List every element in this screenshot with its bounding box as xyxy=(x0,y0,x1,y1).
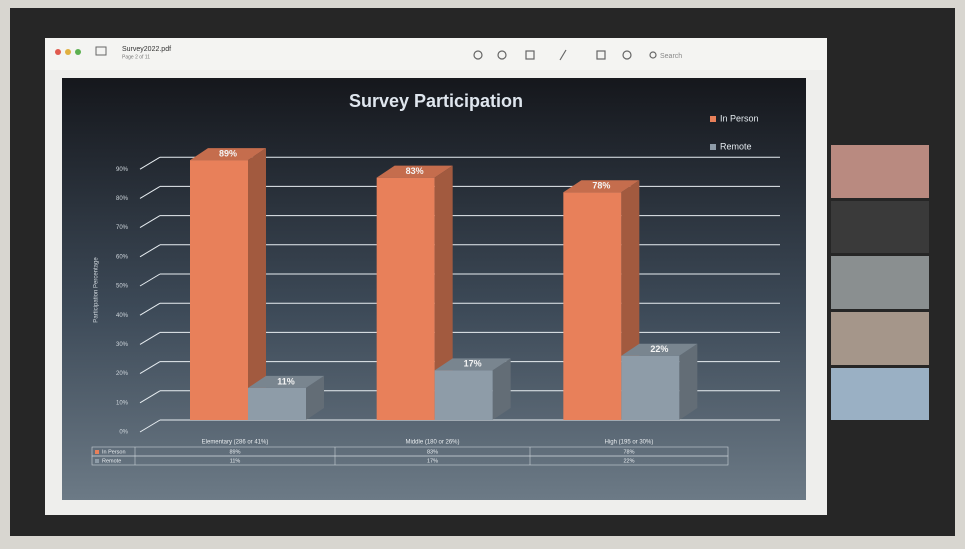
data-label: 17% xyxy=(464,359,482,369)
y-tick-label: 90% xyxy=(116,167,129,173)
chart-title: Survey Participation xyxy=(349,91,523,111)
table-series: Remote xyxy=(102,458,121,464)
zoom-button[interactable] xyxy=(75,49,81,55)
y-tick-label: 10% xyxy=(116,400,129,406)
legend-label: Remote xyxy=(720,141,752,151)
search-field[interactable]: Search xyxy=(660,53,682,60)
file-name: Survey2022.pdf xyxy=(122,46,171,53)
data-label: 11% xyxy=(277,376,295,386)
table-category: Elementary (286 or 41%) xyxy=(202,440,269,446)
y-tick-label: 80% xyxy=(116,196,129,202)
bar xyxy=(563,192,621,420)
bar xyxy=(248,388,306,420)
bar-side xyxy=(679,344,697,420)
bar xyxy=(190,160,248,420)
y-tick-label: 70% xyxy=(116,225,129,231)
legend-label: In Person xyxy=(720,113,759,123)
participant-video[interactable] xyxy=(831,312,929,365)
close-button[interactable] xyxy=(55,49,61,55)
table-cell: 78% xyxy=(623,449,634,455)
bar xyxy=(621,356,679,420)
data-label: 78% xyxy=(592,181,610,191)
data-label: 83% xyxy=(406,166,424,176)
bar xyxy=(435,370,493,420)
y-axis-label: Participation Percentage xyxy=(94,257,100,323)
y-tick-label: 30% xyxy=(116,342,129,348)
table-cell: 11% xyxy=(230,458,241,464)
y-tick-label: 0% xyxy=(119,430,128,436)
bar xyxy=(377,178,435,420)
legend-swatch xyxy=(710,116,716,122)
participant-video[interactable] xyxy=(831,256,929,309)
table-category: Middle (180 or 26%) xyxy=(405,440,459,446)
table-swatch xyxy=(95,459,99,463)
y-tick-label: 40% xyxy=(116,313,129,319)
table-category: High (195 or 30%) xyxy=(605,440,654,446)
y-tick-label: 20% xyxy=(116,371,129,377)
table-series: In Person xyxy=(102,449,126,455)
screen: Survey2022.pdf Page 2 of 11 Search Surve… xyxy=(0,0,965,544)
page-info: Page 2 of 11 xyxy=(122,54,150,60)
title-bar xyxy=(45,38,827,70)
table-swatch xyxy=(95,450,99,454)
participant-video[interactable] xyxy=(831,368,929,420)
table-cell: 83% xyxy=(427,449,438,455)
data-label: 89% xyxy=(219,148,237,158)
legend-swatch xyxy=(710,144,716,150)
participant-video[interactable] xyxy=(831,145,929,198)
participants xyxy=(831,145,929,420)
y-tick-label: 50% xyxy=(116,284,129,290)
y-tick-label: 60% xyxy=(116,254,129,260)
table-cell: 17% xyxy=(427,458,438,464)
table-cell: 89% xyxy=(229,449,240,455)
table-cell: 22% xyxy=(623,458,634,464)
data-label: 22% xyxy=(650,344,668,354)
participant-video[interactable] xyxy=(831,201,929,253)
minimize-button[interactable] xyxy=(65,49,71,55)
page: Survey2022.pdf Page 2 of 11 Search Surve… xyxy=(0,0,965,544)
